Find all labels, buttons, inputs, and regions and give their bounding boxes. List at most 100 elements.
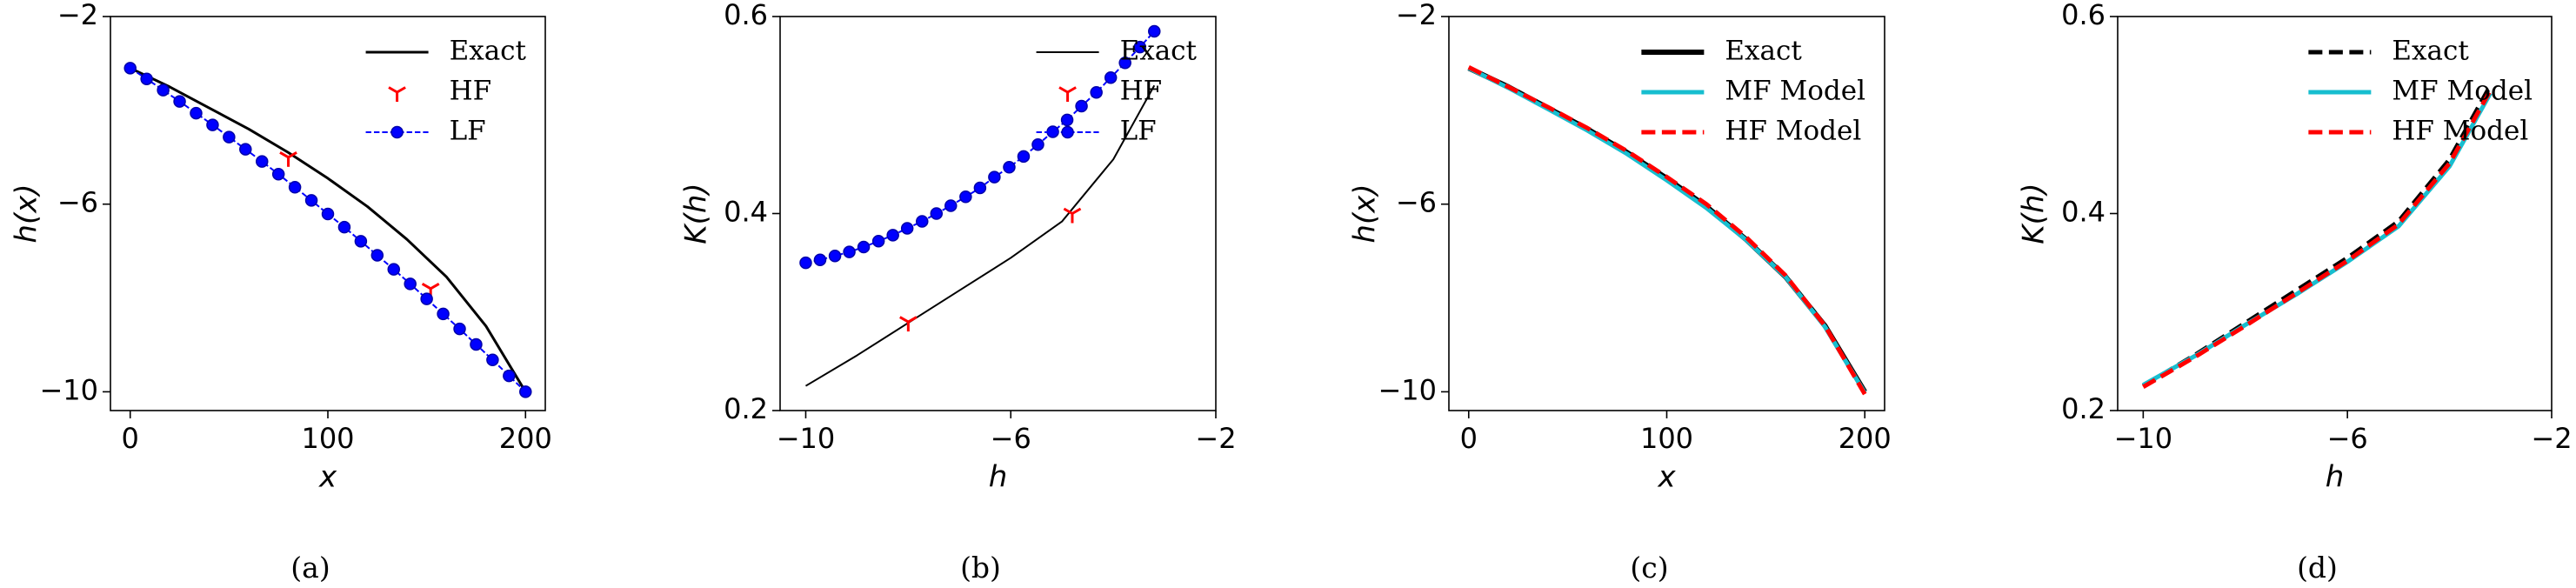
y-tick-label: 0.2 <box>2061 392 2106 425</box>
y-tick-label: 0.4 <box>2061 196 2106 229</box>
y-axis-label: h(x) <box>10 184 44 243</box>
marker <box>1031 137 1044 151</box>
marker-stroke <box>396 86 406 94</box>
y-tick-label: 0.6 <box>2061 0 2106 31</box>
y-tick-label: 0.6 <box>724 0 768 31</box>
marker <box>1060 113 1074 127</box>
marker <box>916 215 929 228</box>
y-tick-label: −10 <box>1378 373 1437 406</box>
marker <box>988 170 1001 184</box>
legend-marker <box>388 86 406 102</box>
legend-label: HF Model <box>1725 116 1861 147</box>
series-line <box>2142 89 2493 389</box>
marker <box>519 385 532 398</box>
legend-marker <box>1061 125 1074 139</box>
legend-label: HF <box>1120 76 1163 107</box>
marker-stroke <box>1063 207 1073 215</box>
series-line <box>805 30 1156 264</box>
marker <box>140 72 153 85</box>
x-tick-label: −6 <box>2327 422 2368 455</box>
marker-stroke <box>287 150 297 159</box>
y-tick-label: −10 <box>39 373 98 406</box>
legend-label: MF Model <box>1725 76 1865 107</box>
legend-marker <box>1058 86 1077 102</box>
marker <box>173 95 186 108</box>
marker <box>503 369 516 383</box>
marker <box>857 240 871 254</box>
legend-label: Exact <box>450 36 527 67</box>
marker <box>420 292 433 305</box>
marker <box>959 190 972 204</box>
marker <box>799 256 812 270</box>
x-tick-label: −10 <box>2114 422 2173 455</box>
marker <box>486 353 499 367</box>
marker-stroke <box>430 282 440 291</box>
x-tick-label: 0 <box>1460 422 1478 455</box>
legend-label: MF Model <box>2392 76 2533 107</box>
y-tick-label: −2 <box>57 0 98 31</box>
marker <box>321 207 335 221</box>
marker <box>886 229 899 242</box>
marker-stroke <box>1058 86 1069 94</box>
marker <box>1148 24 1161 38</box>
x-axis-label: h <box>2326 460 2345 495</box>
marker <box>843 245 856 258</box>
marker <box>304 194 318 207</box>
x-axis-label: x <box>318 460 337 495</box>
marker <box>930 207 944 220</box>
marker <box>828 249 842 263</box>
y-tick-label: 0.4 <box>724 196 768 229</box>
marker <box>239 143 252 156</box>
series-line <box>130 66 527 393</box>
marker <box>223 130 236 144</box>
marker <box>470 337 483 351</box>
x-tick-label: 100 <box>301 422 354 455</box>
y-tick-label: 0.2 <box>724 392 768 425</box>
caption: (b) <box>960 551 1001 585</box>
y-axis-label: h(x) <box>1348 184 1383 243</box>
axes-frame <box>2117 16 2553 411</box>
axes-frame <box>779 16 1217 411</box>
marker-stroke <box>1071 207 1082 215</box>
axes-frame <box>1448 16 1885 411</box>
marker-stroke <box>279 150 290 159</box>
x-tick-label: 200 <box>499 422 552 455</box>
marker <box>1017 150 1031 164</box>
marker <box>157 84 170 97</box>
marker <box>1133 40 1147 54</box>
marker <box>288 181 302 194</box>
marker <box>437 307 450 321</box>
marker <box>370 249 384 262</box>
marker <box>1104 70 1118 84</box>
marker-stroke <box>899 316 910 324</box>
marker <box>337 220 351 234</box>
legend-label: LF <box>450 116 486 147</box>
marker <box>206 118 219 131</box>
marker <box>354 235 368 248</box>
caption: (a) <box>290 551 330 585</box>
legend-label: HF <box>450 76 492 107</box>
marker-stroke <box>388 86 398 94</box>
marker <box>1075 99 1088 113</box>
marker-stroke <box>907 316 918 324</box>
y-axis-label: K(h) <box>679 183 714 244</box>
y-tick-label: −6 <box>1396 186 1437 219</box>
marker <box>123 62 137 75</box>
y-tick-label: −6 <box>57 186 98 219</box>
x-axis-label: h <box>989 460 1008 495</box>
marker <box>453 322 466 336</box>
marker <box>899 316 918 332</box>
marker <box>1090 85 1103 99</box>
axes-frame <box>110 16 546 411</box>
legend-label: Exact <box>2392 36 2469 67</box>
series-line <box>1467 65 1867 396</box>
marker-stroke <box>421 282 431 291</box>
marker <box>256 155 269 168</box>
x-tick-label: −10 <box>777 422 836 455</box>
caption: (d) <box>2297 551 2338 585</box>
marker <box>190 106 203 120</box>
x-tick-label: −6 <box>991 422 1031 455</box>
y-tick-label: −2 <box>1396 0 1437 31</box>
marker <box>279 150 297 167</box>
